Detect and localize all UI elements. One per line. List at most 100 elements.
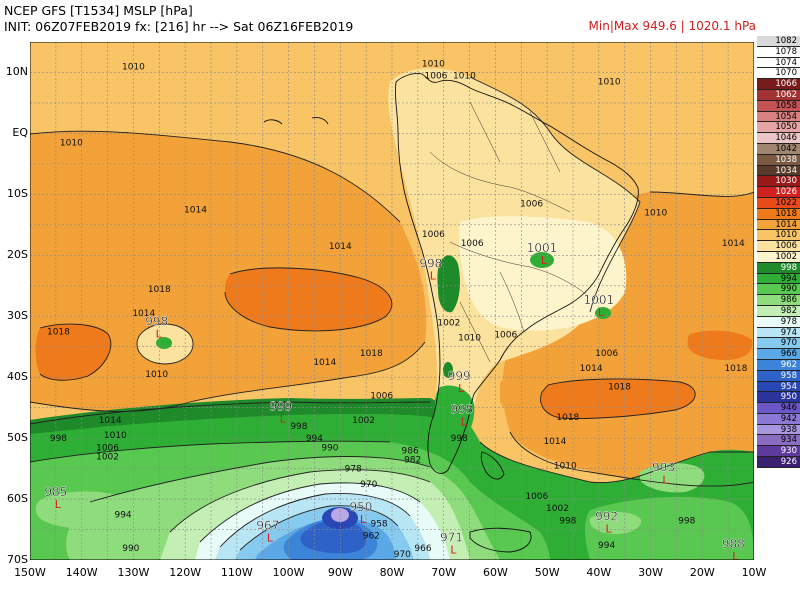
legend-label: 1030 <box>775 176 797 187</box>
longitude-label: 10W <box>741 566 767 579</box>
center-value: 998 <box>419 256 442 270</box>
legend-label: 994 <box>780 273 797 284</box>
field-low-east <box>585 496 754 560</box>
field-954-958 <box>300 520 367 554</box>
longitude-label: 140W <box>65 566 98 579</box>
legend-label: 1026 <box>775 187 797 198</box>
legend-swatch: 946 <box>757 403 800 414</box>
legend-swatch: 1062 <box>757 89 800 101</box>
pressure-centers: 1001L1001L998L998L999L999L995L985L967L95… <box>44 241 745 560</box>
longitude-label: 40W <box>586 566 612 579</box>
legend-swatch: 1030 <box>757 176 800 188</box>
legend-label: 1070 <box>775 68 797 79</box>
isobar-label: 1006 <box>370 392 393 402</box>
legend-label: 930 <box>780 446 797 457</box>
longitude-label: 60W <box>482 566 508 579</box>
legend-label: 1074 <box>775 57 797 68</box>
longitude-label: 70W <box>431 566 457 579</box>
legend-label: 954 <box>780 381 797 392</box>
latitude-label: 50S <box>7 431 28 445</box>
isobar-label: 1010 <box>554 462 577 472</box>
map-canvas: 1001L1001L998L998L999L999L995L985L967L95… <box>30 42 754 560</box>
min-max-readout: Min|Max 949.6 | 1020.1 hPa <box>588 19 756 33</box>
latitude-label: EQ <box>12 126 28 140</box>
longitude-label: 50W <box>534 566 560 579</box>
center-value: 993 <box>652 461 675 475</box>
legend-swatch: 1014 <box>757 219 800 231</box>
color-legend: 1082 1078 1074 1070 1066 1062 1058 1054 1050 1046… <box>757 36 800 468</box>
legend-swatch: 962 <box>757 359 800 371</box>
center-value: 999 <box>448 369 471 383</box>
isobar-label: 1002 <box>352 416 375 426</box>
legend-swatch: 970 <box>757 338 800 350</box>
legend-label: 1014 <box>775 219 797 230</box>
legend-swatch: 1042 <box>757 143 800 155</box>
isobar-label: 966 <box>414 544 431 554</box>
low-marker: L <box>360 513 367 526</box>
isobar-label: 978 <box>345 465 362 475</box>
isobars <box>30 76 754 551</box>
legend-swatch: 990 <box>757 284 800 296</box>
legend-label: 1006 <box>775 241 797 252</box>
isobar-label: 1018 <box>47 328 70 338</box>
legend-label: 990 <box>780 284 797 295</box>
center-value: 971 <box>440 531 463 545</box>
low-marker: L <box>662 474 669 487</box>
legend-swatch: 1082 <box>757 36 800 47</box>
legend-label: 978 <box>780 316 797 327</box>
longitude-label: 110W <box>220 566 253 579</box>
legend-label: 1046 <box>775 133 797 144</box>
low-marker: L <box>430 269 437 282</box>
center-value: 992 <box>595 509 618 523</box>
isobar-label: 1014 <box>329 242 352 252</box>
isobar-label: 990 <box>321 443 338 453</box>
isobar-label: 1002 <box>96 452 119 462</box>
latitude-label: 40S <box>7 370 28 384</box>
legend-label: 974 <box>780 327 797 338</box>
field-998-1002 <box>459 216 627 331</box>
legend-swatch: 1066 <box>757 79 800 90</box>
legend-label: 962 <box>780 359 797 370</box>
legend-swatch: 982 <box>757 305 800 317</box>
legend-swatch: 1026 <box>757 187 800 198</box>
isobar-label: 998 <box>451 434 468 444</box>
isobar-label: 1006 <box>96 443 119 453</box>
legend-swatch: 954 <box>757 381 800 393</box>
legend-swatch: 1046 <box>757 133 800 144</box>
legend-swatch: 1006 <box>757 241 800 252</box>
legend-label: 1022 <box>775 197 797 208</box>
longitude-label: 120W <box>169 566 202 579</box>
isobar-label: 1014 <box>313 358 336 368</box>
isobar-label: 1010 <box>60 139 83 149</box>
legend-label: 1010 <box>775 230 797 241</box>
legend-label: 958 <box>780 370 797 381</box>
legend-swatch: 1010 <box>757 230 800 242</box>
latitude-label: 70S <box>7 553 28 566</box>
isobar-label: 1010 <box>104 431 127 441</box>
legend-swatch: 1074 <box>757 57 800 69</box>
low-marker: L <box>267 532 274 545</box>
isobar-label: 1006 <box>425 72 448 82</box>
low-marker: L <box>280 413 287 426</box>
legend-swatch: 1018 <box>757 208 800 220</box>
isobar-label: 1018 <box>556 413 579 423</box>
isobar-label: 1014 <box>580 364 603 374</box>
legend-label: 946 <box>780 403 797 414</box>
isobar-label: 998 <box>678 516 695 526</box>
center-value: 988 <box>722 537 745 551</box>
isobar-label: 1006 <box>525 492 548 502</box>
field-high-1018-a <box>225 267 392 331</box>
isobar-label: 1002 <box>546 504 569 514</box>
field-low-1001-a <box>530 252 554 268</box>
isobar-label: 1006 <box>595 349 618 359</box>
legend-swatch: 998 <box>757 262 800 274</box>
isobar-label: 958 <box>370 519 387 529</box>
latitude-label: 10S <box>7 187 28 201</box>
legend-swatch: 1070 <box>757 68 800 80</box>
isobar-label: 994 <box>598 541 615 551</box>
legend-swatch: 926 <box>757 457 800 468</box>
low-marker: L <box>458 382 465 395</box>
center-value: 967 <box>256 519 279 533</box>
field-998-ring <box>30 398 455 434</box>
low-marker: L <box>598 306 605 319</box>
